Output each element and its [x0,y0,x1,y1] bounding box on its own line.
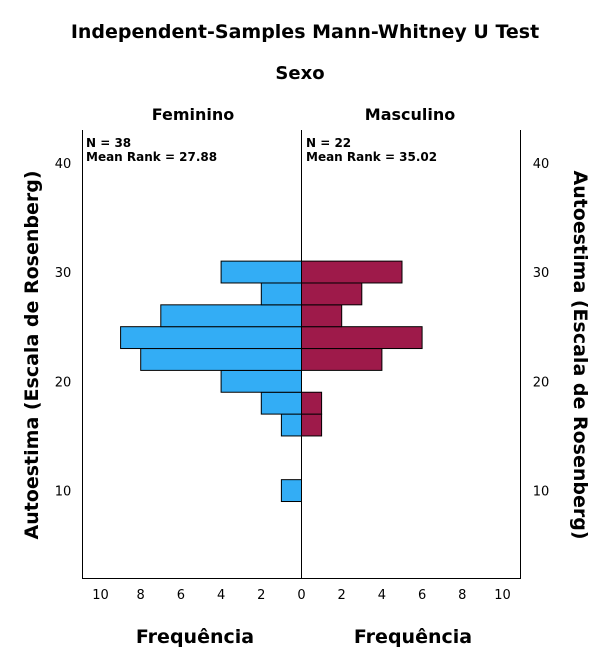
x-tick-label: 2 [338,588,346,603]
histogram-bar-feminino [220,369,303,393]
histogram-bar-masculino [301,326,423,350]
histogram-bar-masculino [301,391,323,415]
x-tick-label: 10 [92,588,109,603]
histogram-bar-feminino [260,282,302,306]
histogram-bar-masculino [301,282,363,306]
x-tick-label: 6 [177,588,185,603]
histogram-bar-feminino [280,479,302,503]
histogram-bar-masculino [301,304,343,328]
x-tick-label: 4 [378,588,386,603]
x-tick-label: 2 [257,588,265,603]
x-axis-title-left: Frequência [136,626,254,648]
stat-n-feminino: N = 38 [86,136,131,150]
group-label-feminino: Feminino [152,105,235,124]
group-label-masculino: Masculino [365,105,455,124]
x-tick-label: 8 [137,588,145,603]
histogram-bar-feminino [220,260,303,284]
stat-mean-rank-feminino: Mean Rank = 27.88 [86,150,217,164]
stat-n-masculino: N = 22 [306,136,351,150]
y-tick-label-right: 40 [533,157,550,172]
x-tick-label: 10 [494,588,511,603]
x-axis-title-right: Frequência [354,626,472,648]
histogram-bar-masculino [301,413,323,437]
y-axis-title-right: Autoestima (Escala de Rosenberg) [569,170,591,539]
histogram-bar-feminino [140,348,302,371]
chart-subtitle: Sexo [275,63,324,84]
y-tick-label-right: 20 [533,375,550,390]
x-tick-label: 6 [418,588,426,603]
histogram-bar-feminino [260,391,302,415]
y-axis-left-ticks: 10 20 30 40 [55,157,72,500]
histogram-bar-feminino [160,304,302,328]
histogram-bar-masculino [301,260,403,284]
y-tick-label-left: 20 [55,375,72,390]
histogram-bar-feminino [280,413,302,437]
y-tick-label-left: 30 [55,266,72,281]
y-tick-label-left: 40 [55,157,72,172]
y-axis-title-left: Autoestima (Escala de Rosenberg) [21,170,43,539]
histogram-bars [120,260,423,503]
y-axis-right-ticks: 10 20 30 40 [533,157,550,500]
x-tick-label: 0 [297,588,305,603]
histogram-bar-masculino [301,348,383,371]
y-tick-label-right: 10 [533,485,550,500]
chart-title: Independent-Samples Mann-Whitney U Test [71,21,539,43]
x-axis-ticks: 10 8 6 4 2 0 2 4 6 8 10 [92,588,511,603]
x-tick-label: 4 [217,588,225,603]
histogram-bar-feminino [120,326,302,350]
stat-mean-rank-masculino: Mean Rank = 35.02 [306,150,437,164]
y-tick-label-right: 30 [533,266,550,281]
x-tick-label: 8 [458,588,466,603]
y-tick-label-left: 10 [55,485,72,500]
